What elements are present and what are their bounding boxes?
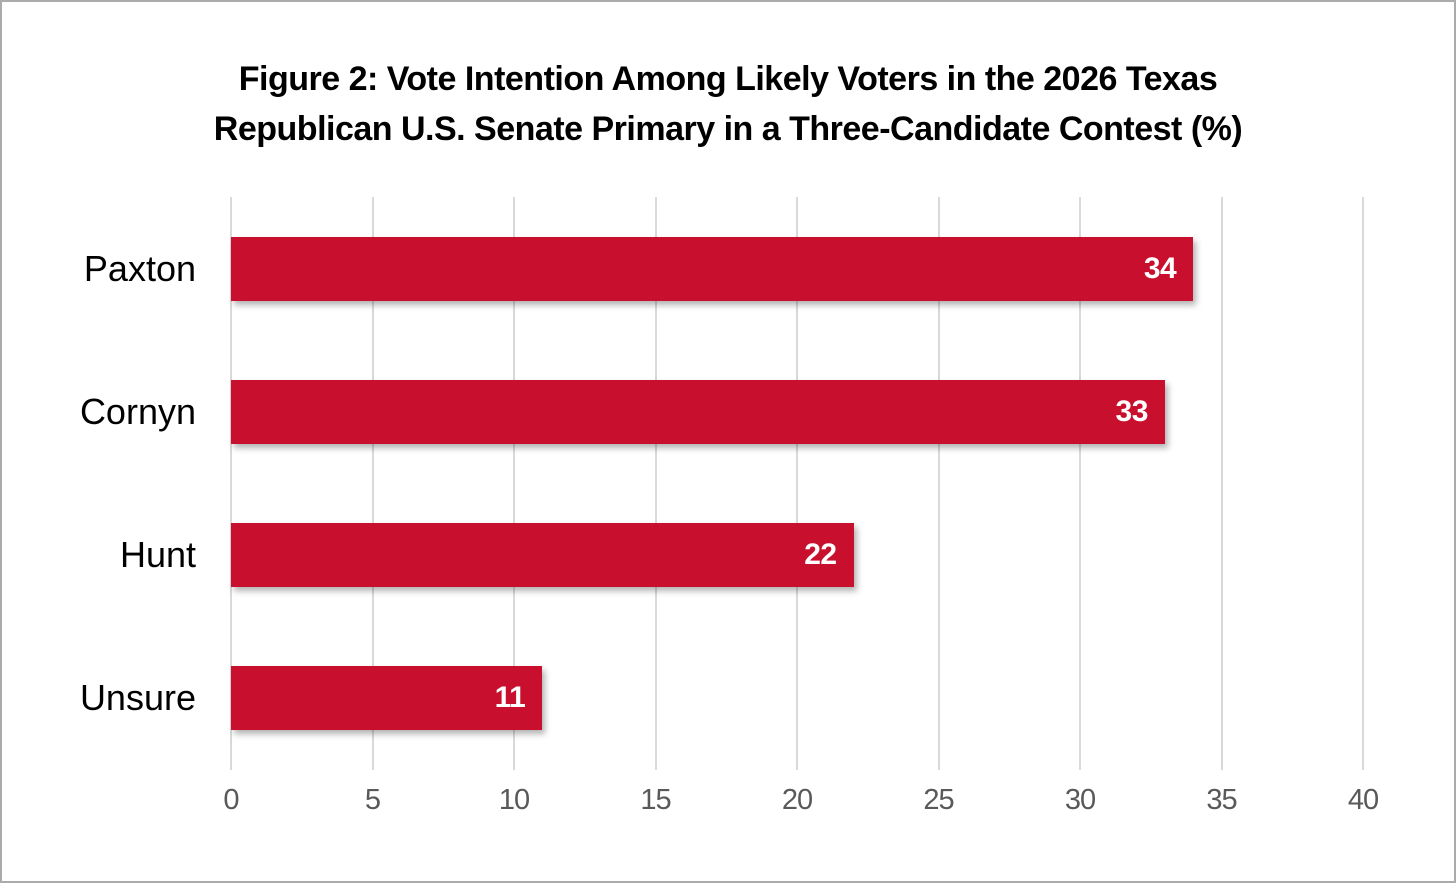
x-tick-label: 10: [498, 784, 530, 816]
category-label-cornyn: Cornyn: [79, 390, 196, 432]
x-tick-label: 0: [223, 784, 239, 816]
gridline: [1220, 197, 1223, 770]
bar-hunt: 22: [231, 523, 854, 588]
x-tick-label: 30: [1064, 784, 1096, 816]
category-axis: Paxton Cornyn Hunt Unsure: [2, 197, 196, 770]
plot-area: 34 33 22 11: [230, 197, 1364, 770]
gridline: [371, 197, 374, 770]
x-tick-label: 35: [1206, 784, 1237, 816]
gridline: [654, 197, 657, 770]
x-tick-label: 25: [923, 784, 954, 816]
bar-unsure: 11: [231, 666, 543, 731]
x-tick-label: 40: [1347, 784, 1379, 816]
gridline: [513, 197, 515, 770]
bar-value-label: 34: [1143, 251, 1177, 285]
bar-cornyn: 33: [231, 379, 1165, 444]
gridline: [937, 197, 940, 770]
gridline: [796, 197, 798, 770]
category-label-hunt: Hunt: [119, 534, 196, 576]
gridline: [230, 197, 232, 770]
x-axis: 0 5 10 15 20 25 30 35 40: [223, 784, 1379, 824]
chart-title-line-1: Figure 2: Vote Intention Among Likely Vo…: [238, 60, 1218, 98]
chart-title-line-2: Republican U.S. Senate Primary in a Thre…: [213, 110, 1243, 148]
bar-paxton: 34: [231, 236, 1194, 301]
gridline: [1079, 197, 1081, 770]
category-label-paxton: Paxton: [83, 247, 196, 289]
x-tick-label: 5: [364, 784, 381, 816]
bar-value-label: 11: [494, 681, 526, 715]
category-label-unsure: Unsure: [79, 677, 196, 719]
chart-title: Figure 2: Vote Intention Among Likely Vo…: [2, 54, 1454, 154]
x-tick-label: 15: [640, 784, 671, 816]
bar-value-label: 33: [1115, 394, 1149, 428]
x-tick-label: 20: [781, 784, 813, 816]
gridline: [1362, 197, 1364, 770]
bar-value-label: 22: [804, 538, 837, 572]
